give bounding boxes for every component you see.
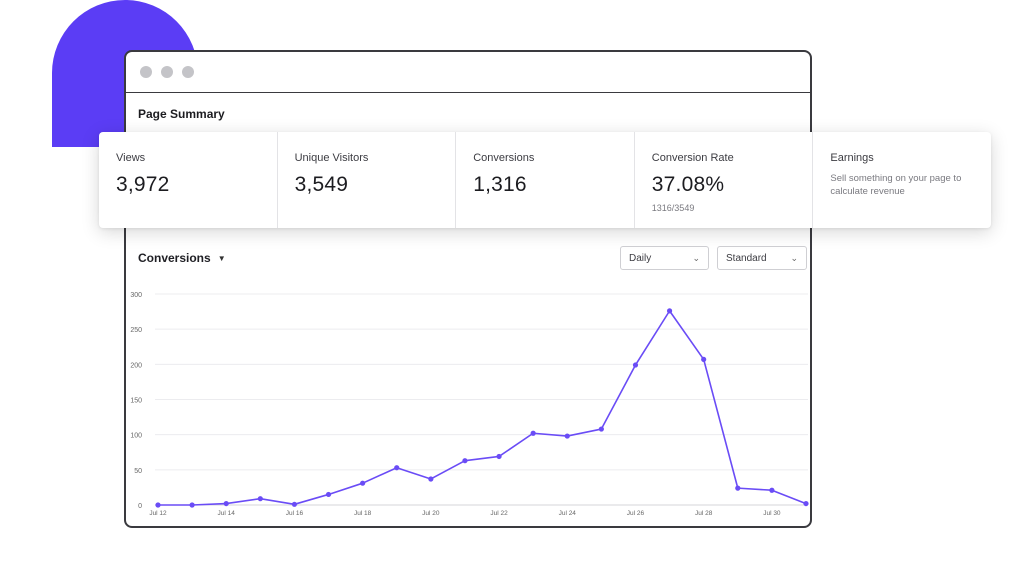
y-tick-label: 200 <box>130 362 142 369</box>
data-point <box>223 500 229 507</box>
stat-views: Views 3,972 <box>99 132 278 228</box>
data-point <box>735 485 741 491</box>
x-tick-label: Jul 28 <box>695 510 713 517</box>
stat-ratio: 1316/3549 <box>651 203 695 213</box>
data-point <box>769 487 775 493</box>
data-point <box>325 491 332 498</box>
stat-label: Earnings <box>830 152 874 164</box>
x-tick-label: Jul 20 <box>422 510 440 517</box>
x-tick-label: Jul 22 <box>490 510 508 517</box>
x-tick-label: Jul 12 <box>149 510 167 517</box>
window-dot-icon <box>161 66 173 78</box>
data-point <box>155 502 161 508</box>
browser-window: Page Summary Conversions ▼ Daily ⌄ Stand… <box>124 50 812 528</box>
x-tick-label: Jul 14 <box>218 510 236 517</box>
stat-label: Unique Visitors <box>294 152 369 164</box>
period-select[interactable]: Daily ⌄ <box>620 246 709 270</box>
stat-label: Conversions <box>473 152 535 164</box>
data-point <box>189 502 195 508</box>
data-point <box>632 362 639 368</box>
stat-value: 3,549 <box>294 173 349 196</box>
y-tick-label: 300 <box>130 292 142 299</box>
stat-value: 1,316 <box>473 173 527 196</box>
data-point <box>701 356 707 363</box>
window-titlebar <box>126 52 810 93</box>
data-point <box>394 465 400 471</box>
stats-panel: Views 3,972 Unique Visitors 3,549 Conver… <box>99 132 991 228</box>
conversions-metric-dropdown[interactable]: Conversions ▼ <box>138 251 226 265</box>
y-tick-label: 250 <box>130 327 142 334</box>
data-point <box>530 430 536 436</box>
x-tick-label: Jul 26 <box>627 510 645 517</box>
data-point <box>360 480 366 486</box>
data-point <box>666 308 673 314</box>
x-tick-label: Jul 16 <box>286 510 304 517</box>
window-dot-icon <box>140 66 152 78</box>
y-tick-label: 50 <box>134 468 142 475</box>
y-tick-label: 100 <box>130 433 142 440</box>
window-dot-icon <box>182 66 194 78</box>
chevron-down-icon: ⌄ <box>692 252 700 263</box>
stat-earnings: Earnings Sell something on your page to … <box>813 132 991 228</box>
stat-unique-visitors: Unique Visitors 3,549 <box>278 132 457 228</box>
series-line <box>158 310 807 506</box>
x-tick-label: Jul 18 <box>354 510 372 517</box>
mode-select[interactable]: Standard ⌄ <box>717 246 807 270</box>
page-summary-title: Page Summary <box>138 107 225 121</box>
stat-description: Sell something on your page to calculate… <box>830 173 962 197</box>
data-point <box>462 458 468 464</box>
caret-down-icon: ▼ <box>217 253 226 263</box>
conversions-line-chart: 0 50 100 150 200 250 300 Jul 12 Jul 14 Jul 16 Jul … <box>130 292 809 517</box>
y-tick-label: 150 <box>130 398 142 405</box>
stat-value: 37.08% <box>651 173 725 196</box>
chevron-down-icon: ⌄ <box>790 252 798 263</box>
data-point <box>428 476 434 482</box>
data-point <box>291 501 298 507</box>
data-point <box>496 453 502 460</box>
x-tick-label: Jul 30 <box>763 510 781 517</box>
stat-label: Views <box>116 152 146 164</box>
stat-conversions: Conversions 1,316 <box>456 132 635 228</box>
period-select-value: Daily <box>629 252 652 264</box>
data-point <box>803 500 809 507</box>
stat-value: 3,972 <box>116 173 170 196</box>
data-point <box>257 496 263 502</box>
data-point <box>598 426 604 432</box>
conversions-heading: Conversions <box>138 251 211 265</box>
y-tick-label: 0 <box>138 503 142 510</box>
stat-conversion-rate: Conversion Rate 37.08% 1316/3549 <box>635 132 814 228</box>
data-point <box>564 433 570 439</box>
x-tick-label: Jul 24 <box>559 510 577 517</box>
mode-select-value: Standard <box>726 252 767 264</box>
stat-label: Conversion Rate <box>651 152 734 164</box>
